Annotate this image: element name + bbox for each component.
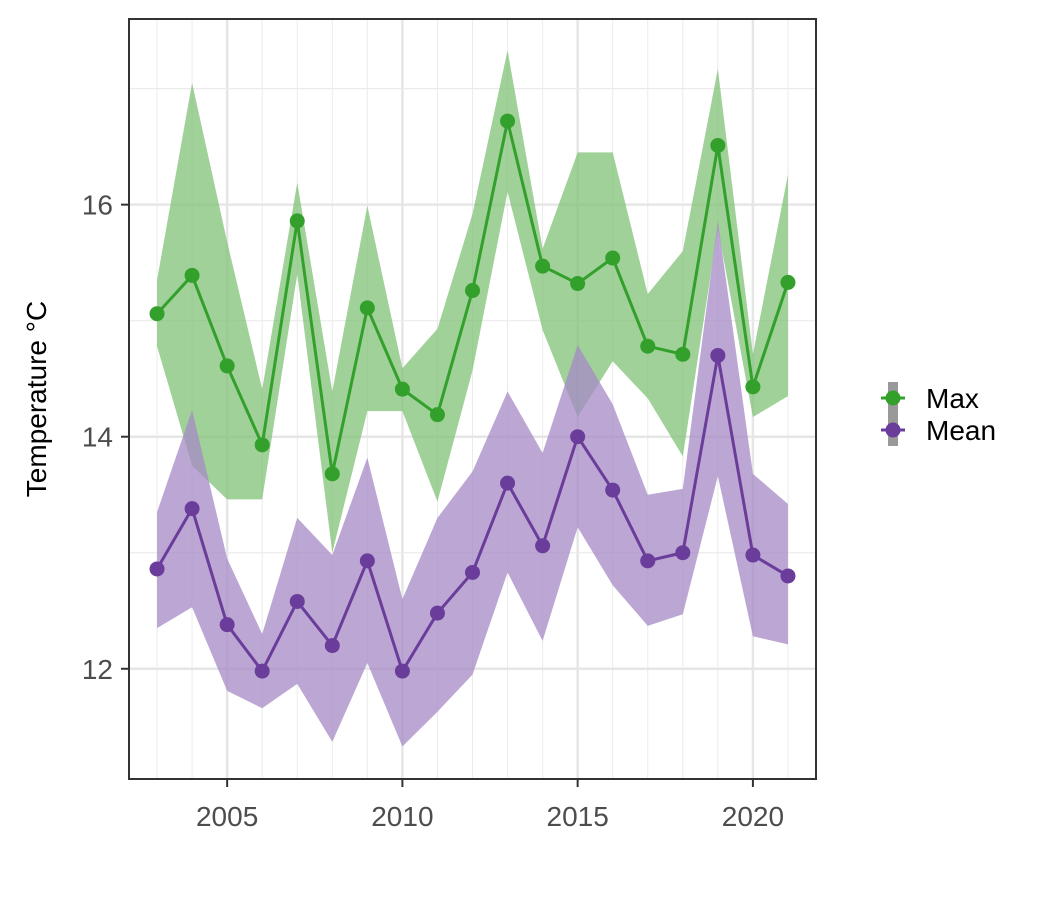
point-mean: [429, 605, 445, 621]
point-max: [359, 300, 375, 316]
point-mean: [570, 429, 586, 445]
x-tick-label: 2010: [371, 801, 433, 832]
point-mean: [535, 538, 551, 554]
point-max: [535, 258, 551, 274]
point-mean: [710, 347, 726, 363]
point-mean: [675, 545, 691, 561]
point-max: [500, 113, 516, 129]
point-max: [570, 276, 586, 292]
legend-label-mean: Mean: [926, 415, 996, 446]
point-max: [745, 379, 761, 395]
point-mean: [640, 553, 656, 569]
legend-label-max: Max: [926, 383, 979, 414]
point-mean: [359, 553, 375, 569]
series-points: [149, 113, 796, 679]
y-tick-label: 14: [82, 422, 113, 453]
x-tick-label: 2005: [196, 801, 258, 832]
point-max: [289, 213, 305, 229]
point-mean: [500, 475, 516, 491]
point-max: [324, 466, 340, 482]
point-max: [429, 407, 445, 423]
point-mean: [394, 663, 410, 679]
point-mean: [780, 568, 796, 584]
point-max: [605, 250, 621, 266]
legend-key-point-max: [885, 390, 901, 406]
point-mean: [324, 638, 340, 654]
point-mean: [289, 593, 305, 609]
point-max: [710, 137, 726, 153]
point-max: [219, 358, 235, 374]
x-tick-label: 2015: [547, 801, 609, 832]
plot-panel-border: [128, 18, 817, 780]
y-tick-label: 16: [82, 190, 113, 221]
legend-key-point-mean: [885, 422, 901, 438]
y-tick-label: 12: [82, 654, 113, 685]
point-mean: [605, 482, 621, 498]
y-axis-title: Temperature °C: [21, 301, 52, 497]
point-max: [254, 437, 270, 453]
point-max: [465, 283, 480, 299]
point-max: [184, 267, 200, 283]
band-max: [157, 50, 788, 553]
point-mean: [219, 617, 235, 633]
point-max: [675, 346, 691, 362]
x-tick-label: 2020: [722, 801, 784, 832]
point-mean: [254, 663, 270, 679]
point-max: [149, 306, 165, 322]
ribbon-bands: [157, 50, 788, 747]
point-max: [780, 274, 796, 290]
point-mean: [149, 561, 165, 577]
point-mean: [465, 564, 480, 580]
point-max: [640, 338, 656, 354]
point-mean: [745, 547, 761, 563]
point-max: [394, 381, 410, 397]
point-mean: [184, 501, 200, 517]
axes: 2005 2010 2015 2020 12 14 16: [82, 190, 784, 832]
band-mean: [157, 220, 788, 747]
